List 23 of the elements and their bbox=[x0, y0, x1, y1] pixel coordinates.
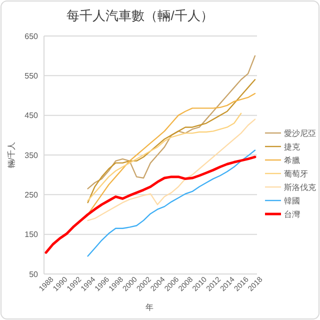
line-series bbox=[87, 112, 242, 202]
line-series bbox=[87, 79, 256, 204]
y-tick-label: 550 bbox=[24, 71, 39, 80]
y-tick-label: 350 bbox=[24, 150, 39, 160]
line-series bbox=[44, 156, 256, 254]
legend-label: 希臘 bbox=[284, 156, 300, 165]
legend-label: 捷克 bbox=[284, 142, 300, 152]
legend-label: 葡萄牙 bbox=[284, 169, 308, 178]
line-series bbox=[87, 55, 256, 190]
legend-label: 韓國 bbox=[284, 196, 300, 206]
y-tick-label: 450 bbox=[24, 111, 39, 120]
legend-label: 愛沙尼亞 bbox=[284, 128, 316, 138]
legend-label: 台灣 bbox=[284, 210, 300, 219]
chart-title: 每千人汽車數（輛/千人） bbox=[66, 8, 214, 23]
y-tick-label: 150 bbox=[24, 230, 39, 240]
x-axis-title: 年 bbox=[146, 303, 154, 312]
y-tick-label: 50 bbox=[29, 270, 39, 279]
y-tick-label: 650 bbox=[24, 32, 39, 41]
legend-label: 斯洛伐克 bbox=[284, 182, 316, 192]
y-tick-label: 250 bbox=[24, 190, 39, 200]
line-series bbox=[87, 150, 256, 257]
line-series bbox=[87, 118, 256, 222]
y-axis-title: 輛/千人 bbox=[7, 142, 16, 168]
